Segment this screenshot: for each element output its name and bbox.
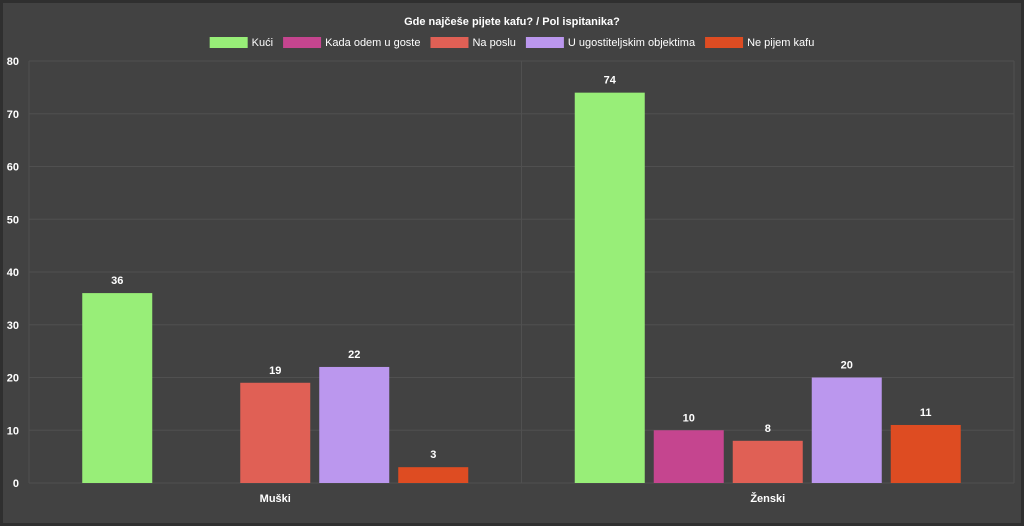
data-label: 74 [604,75,617,87]
chart-title: Gde najčeše pijete kafu? / Pol ispitanik… [404,16,620,28]
y-tick-label: 40 [7,267,19,279]
grid [28,60,1015,484]
y-axis: 0 10 20 30 40 50 60 70 80 [7,56,19,490]
y-tick-label: 80 [7,56,19,68]
data-label: 20 [841,360,853,372]
value-labels: 36 19 22 3 74 10 8 20 11 [111,75,931,462]
bar[interactable] [811,377,882,484]
legend-swatch [209,37,248,48]
legend-label: U ugostiteljskim objektima [568,37,696,49]
y-tick-label: 20 [7,373,19,385]
y-tick-label: 50 [7,214,19,226]
legend-swatch [705,37,744,48]
legend-label: Ne pijem kafu [747,37,814,49]
legend-item[interactable]: Kući [209,37,273,49]
legend: Kući Kada odem u goste Na poslu U ugostitel… [209,37,814,49]
data-label: 10 [683,412,695,424]
data-label: 19 [269,365,281,377]
bar[interactable] [574,92,645,484]
data-label: 11 [920,407,932,419]
bar[interactable] [890,424,961,483]
legend-item[interactable]: Ne pijem kafu [705,37,814,49]
legend-item[interactable]: Kada odem u goste [283,37,420,49]
bar[interactable] [398,467,469,483]
bars [82,92,961,484]
y-tick-label: 30 [7,320,19,332]
bar-chart: Gde najčeše pijete kafu? / Pol ispitanik… [7,16,1015,505]
legend-item[interactable]: Na poslu [430,37,516,49]
legend-item[interactable]: U ugostiteljskim objektima [525,37,696,49]
legend-label: Na poslu [472,37,515,49]
bar[interactable] [82,293,153,483]
y-tick-label: 0 [13,478,19,490]
data-label: 3 [430,449,436,461]
x-axis: Muški Ženski [260,492,786,505]
bar[interactable] [653,430,724,483]
bar[interactable] [240,382,311,483]
y-tick-label: 10 [7,425,19,437]
data-label: 8 [765,423,771,435]
data-label: 36 [111,275,123,287]
legend-swatch [430,37,469,48]
legend-swatch [283,37,322,48]
bar[interactable] [319,366,390,483]
x-tick-label: Ženski [750,492,785,505]
x-tick-label: Muški [260,493,291,505]
bar[interactable] [732,440,803,483]
data-label: 22 [348,349,360,361]
y-tick-label: 70 [7,109,19,121]
legend-label: Kada odem u goste [325,37,420,49]
legend-label: Kući [252,37,273,49]
legend-swatch [525,37,564,48]
y-tick-label: 60 [7,162,19,174]
